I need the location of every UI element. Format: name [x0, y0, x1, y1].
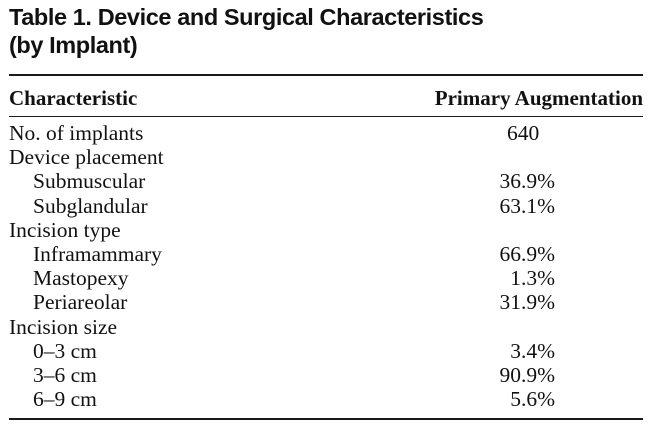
row-value: 3.4% [510, 338, 555, 363]
row-label: 6–9 cm [33, 387, 97, 412]
row-value: 640 [507, 121, 540, 145]
row-label: Incision type [9, 217, 121, 242]
row-value: 36.9% [499, 169, 555, 194]
row-label: Device placement [9, 145, 164, 170]
row-label: No. of implants [9, 121, 144, 145]
row-label: 0–3 cm [33, 338, 97, 363]
row-label: Periareolar [33, 290, 128, 315]
row-value: 66.9% [499, 241, 555, 266]
row-label: Mastopexy [33, 266, 129, 291]
row-label: Incision size [9, 314, 118, 339]
table-caption: Table 1. Device and Surgical Characteris… [9, 3, 639, 59]
row-label: 3–6 cm [33, 362, 97, 387]
table-row: Incision size [9, 315, 643, 339]
table-subtitle: (by Implant) [9, 32, 138, 58]
table-row: 0–3 cm 3.4% [9, 339, 643, 363]
row-label: Subglandular [33, 193, 148, 218]
bottom-rule [9, 418, 643, 420]
table-row: Device placement [9, 145, 643, 169]
table-row: Mastopexy 1.3% [9, 266, 643, 290]
table-row: 3–6 cm 90.9% [9, 363, 643, 387]
table-row: Periareolar 31.9% [9, 290, 643, 314]
row-label: Inframammary [33, 241, 162, 266]
table-row: No. of implants 640 [9, 121, 643, 145]
table-row: Submuscular 36.9% [9, 169, 643, 193]
row-value: 90.9% [499, 362, 555, 387]
row-label: Submuscular [33, 169, 146, 194]
row-value: 31.9% [499, 290, 555, 315]
table-header: Characteristic Primary Augmentation [9, 84, 643, 112]
header-rule [9, 116, 643, 117]
table-body: No. of implants 640 Device placement Sub… [9, 121, 643, 411]
row-value: 1.3% [510, 266, 555, 291]
row-value: 5.6% [510, 387, 555, 412]
table-row: Subglandular 63.1% [9, 194, 643, 218]
table-row: Inframammary 66.9% [9, 242, 643, 266]
top-rule [9, 74, 643, 76]
header-primary-augmentation: Primary Augmentation [434, 86, 643, 110]
table-row: Incision type [9, 218, 643, 242]
header-characteristic: Characteristic [9, 86, 138, 110]
row-value: 63.1% [499, 193, 555, 218]
table-row: 6–9 cm 5.6% [9, 387, 643, 411]
table-title: Table 1. Device and Surgical Characteris… [9, 4, 484, 30]
